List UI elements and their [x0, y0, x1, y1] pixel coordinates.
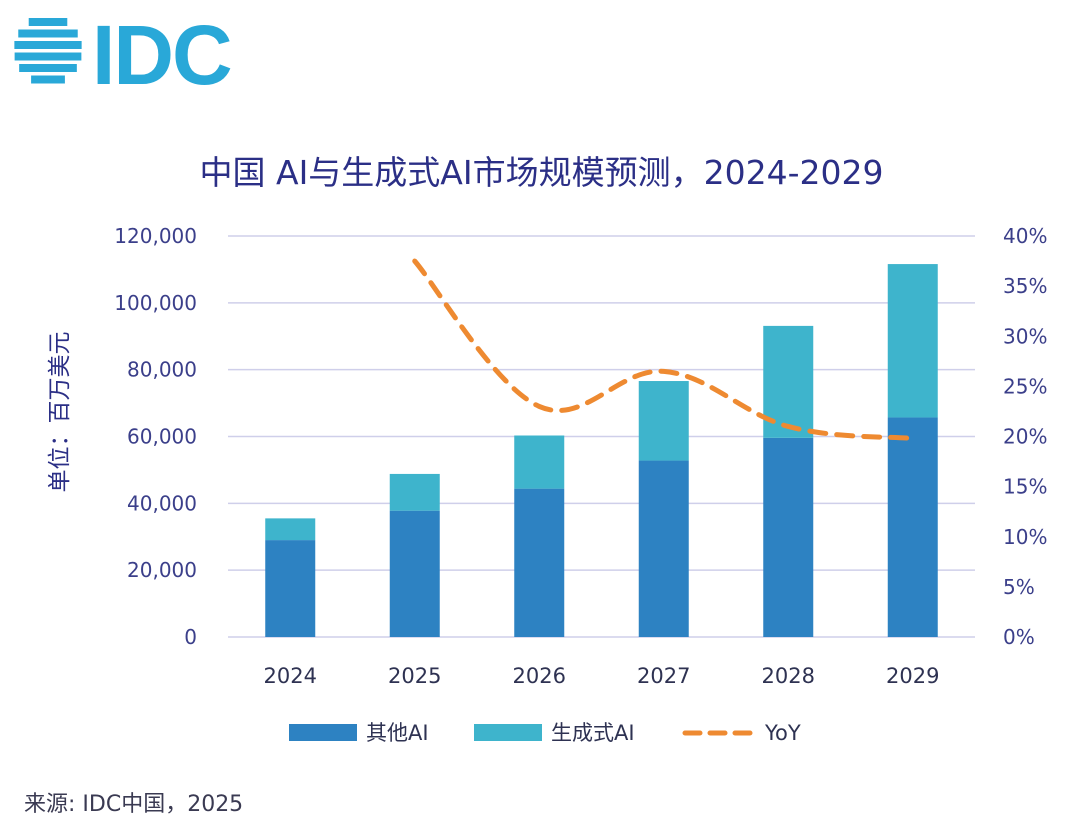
idc-logo: IDC — [14, 10, 233, 88]
legend-label-yoy: YoY — [764, 721, 801, 745]
source-note: 来源: IDC中国，2025 — [24, 792, 244, 817]
y-tick-label: 60,000 — [127, 425, 197, 449]
y-tick-label: 120,000 — [114, 224, 197, 248]
y2-tick-label: 5% — [1003, 575, 1035, 599]
y2-tick-label: 15% — [1003, 475, 1047, 499]
y2-tick-label: 0% — [1003, 625, 1035, 649]
logo-text: IDC — [92, 10, 231, 88]
legend-swatch-gen-ai — [474, 724, 542, 741]
globe-stripe — [18, 29, 78, 38]
y-tick-label: 20,000 — [127, 558, 197, 582]
x-tick-label: 2026 — [513, 664, 566, 688]
bar-gen-ai — [887, 264, 938, 418]
y-tick-label: 0 — [184, 625, 197, 649]
yoy-line-path — [412, 258, 916, 442]
bar-gen-ai — [638, 381, 689, 461]
bar-other-ai — [265, 540, 316, 637]
bar-gen-ai — [514, 435, 565, 489]
legend-label-gen-ai: 生成式AI — [551, 721, 635, 745]
globe-stripe — [28, 18, 68, 26]
x-axis: 2024 2025 2026 2027 2028 2029 — [264, 664, 940, 688]
y-tick-label: 100,000 — [114, 291, 197, 315]
x-tick-label: 2025 — [388, 664, 441, 688]
legend-swatch-other-ai — [289, 724, 357, 741]
legend-label-other-ai: 其他AI — [366, 721, 429, 745]
bar-other-ai — [638, 460, 689, 637]
y-axis-right: 0% 5% 10% 15% 20% 25% 30% 35% 40% — [1003, 224, 1047, 649]
chart-title: 中国 AI与生成式AI市场规模预测，2024-2029 — [199, 153, 884, 192]
x-tick-label: 2027 — [637, 664, 690, 688]
bar-other-ai — [763, 437, 814, 637]
y2-tick-label: 20% — [1003, 425, 1047, 449]
globe-stripe — [14, 41, 82, 49]
bar-other-ai — [389, 510, 440, 637]
y2-tick-label: 40% — [1003, 224, 1047, 248]
chart-area: 020,00040,00060,00080,000100,000120,000 … — [47, 224, 1047, 745]
y2-tick-label: 35% — [1003, 274, 1047, 298]
globe-icon — [14, 18, 82, 84]
globe-stripe — [14, 52, 82, 61]
bar-series — [265, 264, 938, 637]
y-tick-label: 80,000 — [127, 358, 197, 382]
x-tick-label: 2024 — [264, 664, 317, 688]
x-tick-label: 2028 — [762, 664, 815, 688]
globe-stripe — [31, 75, 65, 84]
y2-tick-label: 10% — [1003, 525, 1047, 549]
bar-other-ai — [887, 417, 938, 637]
globe-stripe — [19, 64, 77, 72]
bar-gen-ai — [389, 473, 440, 511]
bar-gen-ai — [265, 518, 316, 541]
y2-tick-label: 25% — [1003, 374, 1047, 398]
y-tick-label: 40,000 — [127, 491, 197, 515]
gridlines — [228, 235, 975, 638]
y2-tick-label: 30% — [1003, 324, 1047, 348]
x-tick-label: 2029 — [886, 664, 939, 688]
legend: 其他AI 生成式AI YoY — [289, 721, 801, 745]
bar-other-ai — [514, 488, 565, 637]
y-axis-label: 单位：百万美元 — [47, 332, 73, 493]
y-axis-left: 0 20,000 40,000 60,000 80,000 100,000 120,000 — [114, 224, 197, 649]
yoy-line — [412, 258, 916, 442]
